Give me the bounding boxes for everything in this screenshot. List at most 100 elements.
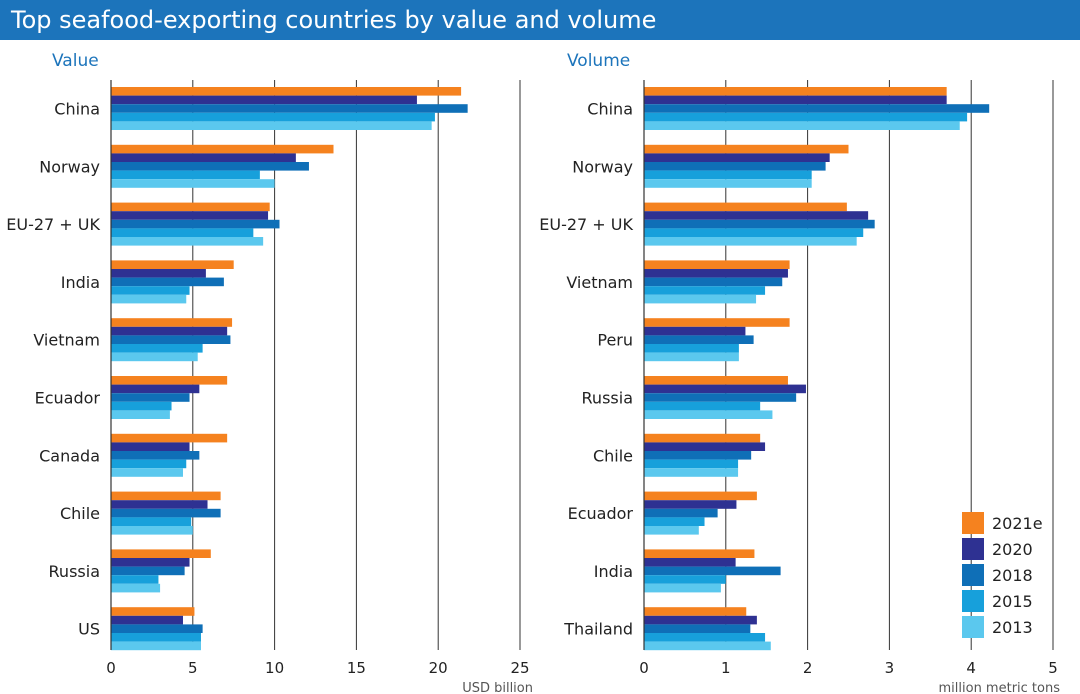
- value-bar-us-2013: [111, 641, 201, 651]
- volume-bar-russia-2021e: [644, 376, 788, 385]
- volume-bar-eu-27-uk-2013: [644, 237, 857, 246]
- value-bar-russia-2018: [111, 566, 185, 576]
- value-bar-china-2015: [111, 112, 435, 122]
- volume-bar-india-2015: [644, 575, 726, 584]
- volume-category-label: Thailand: [563, 620, 633, 639]
- volume-tick-label: 4: [966, 659, 976, 677]
- legend-label-2015: 2015: [992, 592, 1033, 611]
- value-tick-label: 15: [347, 659, 366, 677]
- value-bar-russia-2013: [111, 583, 161, 593]
- volume-bar-vietnam-2018: [644, 277, 783, 287]
- value-bar-us-2015: [111, 633, 201, 642]
- value-tick-label: 10: [265, 659, 284, 677]
- volume-bar-thailand-2018: [644, 624, 751, 633]
- value-bar-canada-2021e: [111, 433, 228, 443]
- volume-bar-ecuador-2013: [644, 526, 699, 535]
- volume-bar-russia-2013: [644, 410, 773, 419]
- volume-tick-label: 5: [1048, 659, 1058, 677]
- value-tick-label: 25: [510, 659, 529, 677]
- volume-category-label: India: [594, 562, 633, 581]
- value-bar-ecuador-2020: [111, 384, 200, 394]
- legend-swatch-2018: [962, 564, 984, 586]
- value-panel-title: Value: [52, 51, 99, 71]
- volume-category-label: Chile: [593, 446, 633, 465]
- value-bar-norway-2018: [111, 162, 309, 171]
- chart-title: Top seafood-exporting countries by value…: [11, 6, 657, 34]
- volume-bar-thailand-2021e: [644, 607, 747, 616]
- volume-bar-india-2013: [644, 583, 721, 593]
- volume-bar-eu-27-uk-2018: [644, 219, 875, 229]
- value-bar-eu-27-uk-2013: [111, 237, 264, 246]
- volume-bar-russia-2020: [644, 384, 806, 394]
- volume-bar-norway-2020: [644, 153, 830, 162]
- legend-swatch-2015: [962, 590, 984, 612]
- volume-bar-vietnam-2015: [644, 286, 766, 295]
- volume-bar-china-2020: [644, 95, 947, 105]
- value-category-label: Russia: [49, 562, 100, 581]
- value-category-label: India: [61, 273, 100, 292]
- value-x-axis-label: USD billion: [462, 681, 533, 694]
- volume-bar-chile-2020: [644, 442, 766, 451]
- value-bar-vietnam-2015: [111, 344, 203, 353]
- value-bar-eu-27-uk-2018: [111, 219, 280, 229]
- value-category-label: EU-27 + UK: [6, 215, 100, 234]
- value-bar-china-2021e: [111, 87, 462, 96]
- volume-bar-ecuador-2015: [644, 517, 705, 526]
- value-bar-china-2018: [111, 104, 468, 113]
- volume-panel-title: Volume: [567, 51, 630, 71]
- legend-label-2020: 2020: [992, 540, 1033, 559]
- volume-category-label: Ecuador: [568, 504, 634, 523]
- volume-bar-eu-27-uk-2015: [644, 228, 864, 237]
- volume-category-label: China: [587, 100, 633, 119]
- value-bar-vietnam-2013: [111, 352, 198, 362]
- value-bar-india-2015: [111, 286, 190, 295]
- volume-bar-peru-2015: [644, 344, 739, 353]
- value-bar-vietnam-2018: [111, 335, 231, 344]
- volume-bar-thailand-2013: [644, 641, 771, 651]
- volume-tick-label: 2: [803, 659, 813, 677]
- volume-bar-chile-2018: [644, 451, 752, 460]
- volume-category-label: Vietnam: [566, 273, 633, 292]
- value-bar-us-2018: [111, 624, 203, 633]
- value-bar-vietnam-2021e: [111, 318, 233, 327]
- value-bar-ecuador-2013: [111, 410, 170, 419]
- value-category-label: Chile: [60, 504, 100, 523]
- volume-bar-china-2018: [644, 104, 990, 113]
- legend-label-2013: 2013: [992, 618, 1033, 637]
- volume-bar-eu-27-uk-2021e: [644, 202, 847, 212]
- volume-bar-norway-2021e: [644, 144, 849, 154]
- value-bar-canada-2020: [111, 442, 190, 451]
- value-tick-label: 0: [106, 659, 116, 677]
- value-bar-india-2018: [111, 277, 224, 287]
- volume-tick-label: 0: [639, 659, 649, 677]
- value-bar-russia-2015: [111, 575, 159, 584]
- value-category-label: Norway: [39, 157, 100, 176]
- volume-category-label: Norway: [572, 157, 633, 176]
- value-bar-canada-2015: [111, 459, 187, 469]
- volume-bar-ecuador-2020: [644, 500, 737, 509]
- value-bar-chile-2015: [111, 517, 192, 526]
- volume-bar-chile-2015: [644, 459, 739, 469]
- value-bar-india-2021e: [111, 260, 234, 269]
- volume-bar-norway-2015: [644, 170, 812, 180]
- volume-bar-peru-2021e: [644, 318, 790, 327]
- volume-bar-vietnam-2021e: [644, 260, 790, 269]
- value-bar-russia-2021e: [111, 549, 211, 558]
- volume-bar-india-2018: [644, 566, 781, 576]
- volume-bar-india-2020: [644, 558, 736, 567]
- value-bar-us-2021e: [111, 607, 195, 616]
- volume-bar-ecuador-2021e: [644, 491, 757, 501]
- volume-bar-norway-2013: [644, 179, 812, 188]
- volume-category-label: EU-27 + UK: [539, 215, 633, 234]
- volume-x-axis-label: million metric tons: [939, 681, 1061, 694]
- value-category-label: Vietnam: [33, 331, 100, 350]
- volume-category-label: Peru: [597, 331, 633, 350]
- value-bar-chile-2018: [111, 508, 221, 518]
- volume-tick-label: 1: [721, 659, 731, 677]
- value-bar-chile-2021e: [111, 491, 221, 501]
- value-category-label: Canada: [39, 446, 100, 465]
- value-bar-india-2020: [111, 269, 206, 278]
- value-bar-eu-27-uk-2021e: [111, 202, 270, 212]
- volume-bar-chile-2021e: [644, 433, 761, 443]
